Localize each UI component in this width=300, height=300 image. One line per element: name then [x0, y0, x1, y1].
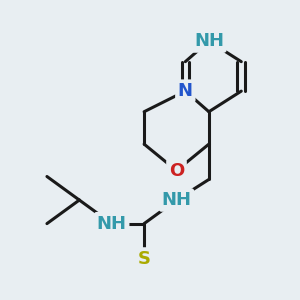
Text: NH: NH: [161, 191, 191, 209]
Text: N: N: [178, 82, 193, 100]
Text: NH: NH: [97, 214, 127, 232]
Text: O: O: [169, 162, 184, 180]
Text: S: S: [138, 250, 151, 268]
Text: NH: NH: [194, 32, 224, 50]
